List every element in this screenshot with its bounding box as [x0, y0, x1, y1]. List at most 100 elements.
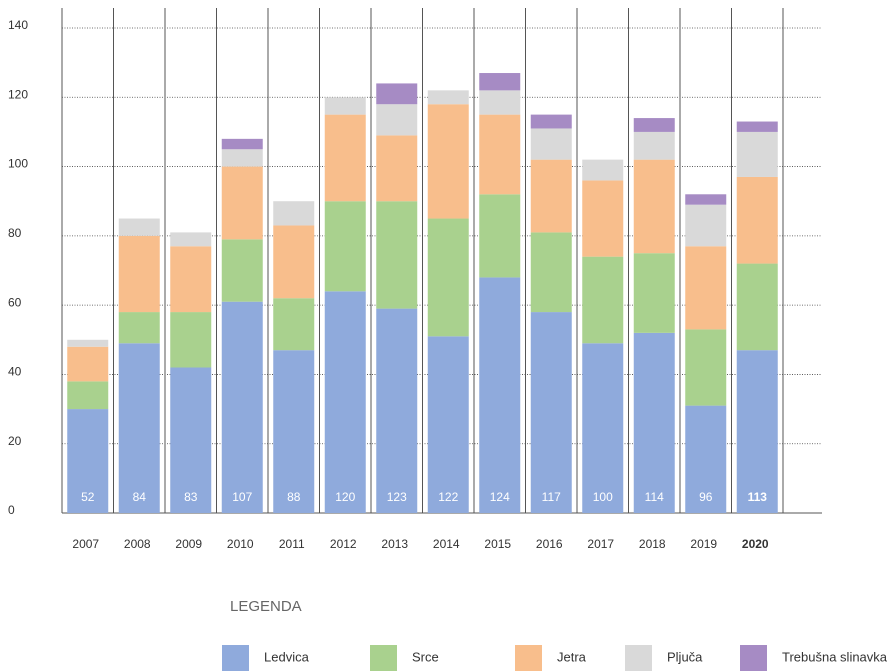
y-tick-label: 100 [8, 157, 28, 171]
bar-segment [376, 104, 418, 136]
total-label: 122 [438, 490, 458, 504]
x-tick-label: 2011 [279, 537, 305, 551]
total-label: 124 [490, 490, 510, 504]
bar-segment [736, 176, 778, 264]
bar-segment [67, 339, 109, 347]
bar-segment [582, 180, 624, 257]
y-tick-label: 80 [8, 226, 22, 240]
bar-segment [685, 204, 727, 247]
bar-segment [479, 277, 521, 513]
bar-segment [582, 159, 624, 181]
bar-segment [221, 239, 263, 302]
bar-segment [633, 131, 675, 160]
total-label: 83 [184, 490, 198, 504]
bar-segment [633, 159, 675, 254]
bar-segment [582, 343, 624, 513]
y-tick-label: 120 [8, 87, 28, 101]
x-tick-label: 2017 [587, 537, 614, 551]
total-label: 52 [81, 490, 95, 504]
total-label: 100 [593, 490, 613, 504]
legend-swatch [515, 645, 542, 671]
bar-segment [67, 381, 109, 410]
legend-title: LEGENDA [230, 598, 302, 615]
bar-segment [273, 225, 315, 299]
y-tick-label: 60 [8, 295, 22, 309]
x-tick-label: 2009 [175, 537, 202, 551]
bar-segment [685, 405, 727, 513]
x-tick-label: 2012 [330, 537, 357, 551]
legend-label: Pljuča [667, 649, 703, 664]
bar-segment [170, 312, 212, 368]
bar-segment [479, 73, 521, 91]
bar-segment [685, 246, 727, 330]
legend-swatch [625, 645, 652, 671]
y-tick-label: 0 [8, 503, 15, 517]
bar-segment [736, 131, 778, 177]
bar-segment [376, 83, 418, 105]
total-label: 84 [133, 490, 147, 504]
bar-segment [221, 149, 263, 167]
bar-segment [427, 104, 469, 219]
legend-label: Trebušna slinavka [782, 649, 888, 664]
bar-segment [170, 232, 212, 247]
bar-segment [324, 201, 366, 292]
x-tick-label: 2007 [72, 537, 99, 551]
bar-segment [170, 367, 212, 513]
bar-segment [633, 253, 675, 333]
bar-segment [376, 308, 418, 513]
bar-segment [324, 291, 366, 513]
bar-segment [273, 298, 315, 351]
bar-segment [530, 159, 572, 233]
bar-segment [118, 312, 160, 344]
bar-segment [273, 350, 315, 513]
total-label: 114 [645, 490, 664, 504]
bar-segment [67, 409, 109, 513]
bar-segment [736, 263, 778, 351]
bar-segment [582, 256, 624, 344]
bar-segment [427, 218, 469, 337]
bar-segment [530, 232, 572, 313]
legend-swatch [740, 645, 767, 671]
x-tick-label: 2014 [433, 537, 460, 551]
total-label: 88 [287, 490, 301, 504]
legend-swatch [222, 645, 249, 671]
y-tick-label: 140 [8, 18, 28, 32]
bar-segment [221, 166, 263, 240]
bar-segment [530, 114, 572, 129]
total-label: 96 [699, 490, 713, 504]
bar-segment [479, 194, 521, 278]
legend-swatch [370, 645, 397, 671]
bar-segment [427, 90, 469, 105]
bar-segment [118, 218, 160, 236]
bar-segment [324, 114, 366, 202]
bar-segment [736, 121, 778, 132]
x-tick-label: 2013 [381, 537, 408, 551]
bar-segment [479, 114, 521, 195]
total-label: 113 [748, 490, 768, 504]
bar-segment [530, 312, 572, 513]
bar-segment [376, 135, 418, 202]
bar-segment [118, 235, 160, 313]
x-tick-label: 2015 [484, 537, 511, 551]
total-label: 123 [387, 490, 407, 504]
bar-segment [685, 194, 727, 205]
legend-label: Ledvica [264, 649, 310, 664]
x-tick-label: 2020 [742, 537, 769, 551]
bar-segment [633, 118, 675, 132]
bar-segment [118, 343, 160, 513]
total-label: 120 [335, 490, 355, 504]
total-label: 107 [232, 490, 252, 504]
x-tick-label: 2016 [536, 537, 563, 551]
bar-segment [427, 336, 469, 513]
x-tick-label: 2018 [639, 537, 666, 551]
bar-segment [67, 346, 109, 382]
bar-segment [376, 201, 418, 309]
x-tick-label: 2019 [690, 537, 717, 551]
x-tick-label: 2010 [227, 537, 254, 551]
bar-segment [221, 301, 263, 513]
x-tick-label: 2008 [124, 537, 151, 551]
y-tick-label: 20 [8, 434, 22, 448]
bar-segment [324, 97, 366, 115]
y-tick-label: 40 [8, 365, 22, 379]
